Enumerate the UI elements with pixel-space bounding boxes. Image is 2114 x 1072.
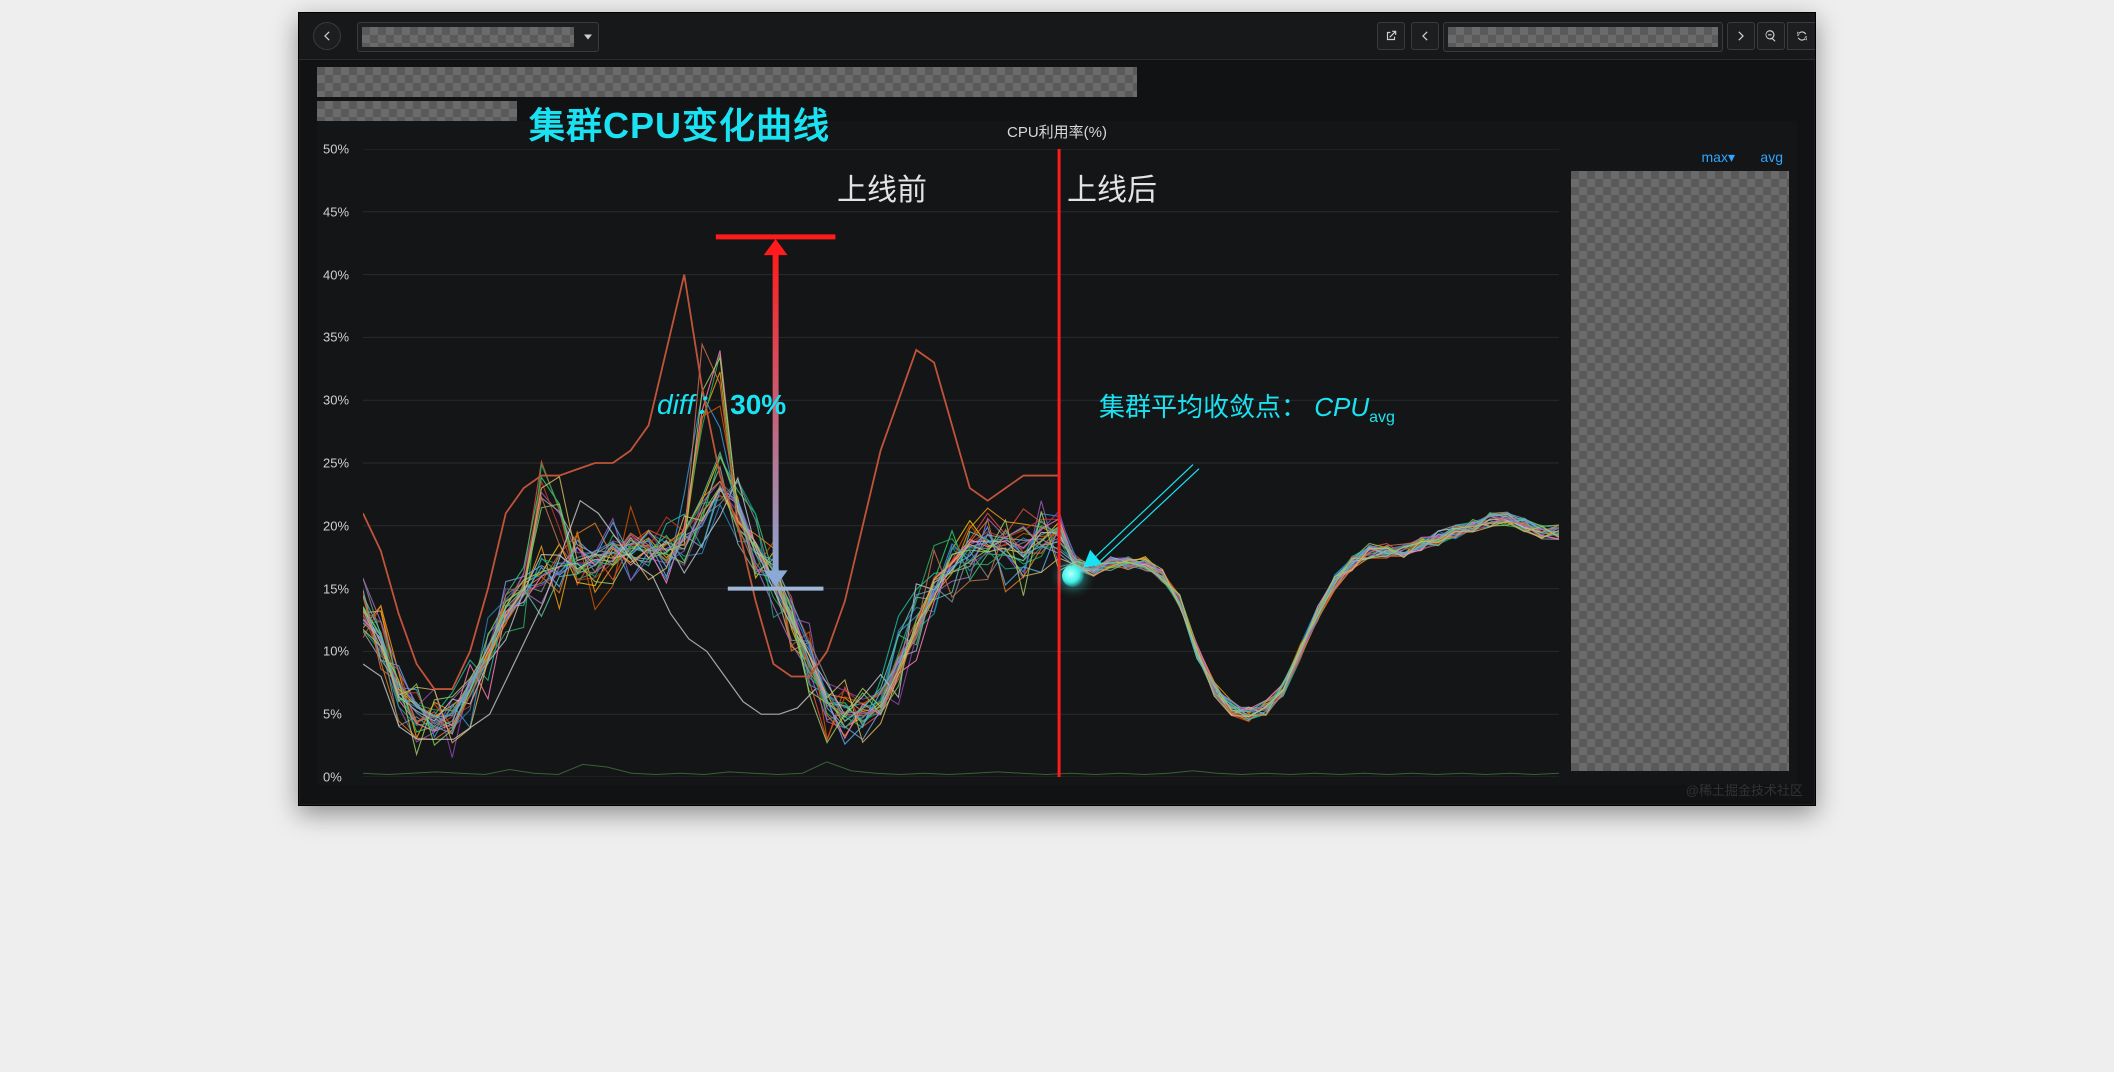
- redacted-legend-list: [1571, 171, 1789, 771]
- chevron-left-icon: [1418, 29, 1432, 43]
- dashboard-frame: CPU利用率(%) max▾ avg 集群CPU变化曲线 上线前 上线后 dif…: [298, 12, 1816, 806]
- plot-area[interactable]: [363, 149, 1559, 777]
- redacted-row-tabs: [317, 67, 1137, 97]
- refresh-button[interactable]: [1787, 22, 1815, 50]
- y-tick-label: 45%: [323, 204, 349, 219]
- dashboard-select[interactable]: [357, 22, 599, 52]
- chevron-down-icon: [584, 35, 592, 40]
- diff-value: 30%: [730, 389, 786, 420]
- label-after: 上线后: [1067, 165, 1157, 209]
- y-tick-label: 15%: [323, 581, 349, 596]
- share-icon: [1384, 29, 1398, 43]
- convergence-text: 集群平均收敛点：: [1099, 392, 1307, 422]
- convergence-dot: [1062, 565, 1084, 587]
- chevron-right-icon: [1734, 29, 1748, 43]
- y-tick-label: 35%: [323, 330, 349, 345]
- overlay-title: 集群CPU变化曲线: [529, 97, 830, 149]
- y-tick-label: 10%: [323, 644, 349, 659]
- top-toolbar: [299, 13, 1815, 60]
- zoom-out-button[interactable]: [1757, 22, 1785, 50]
- timerange-prev-button[interactable]: [1411, 22, 1439, 50]
- back-button[interactable]: [313, 22, 341, 50]
- arrow-left-icon: [320, 29, 334, 43]
- chart-panel: CPU利用率(%) max▾ avg 集群CPU变化曲线 上线前 上线后 dif…: [317, 121, 1797, 785]
- legend-col-max[interactable]: max▾: [1702, 149, 1735, 166]
- label-before: 上线前: [837, 165, 927, 209]
- watermark: @稀土掘金技术社区: [1686, 780, 1803, 799]
- y-tick-label: 30%: [323, 393, 349, 408]
- refresh-icon: [1795, 29, 1809, 43]
- timerange-next-button[interactable]: [1727, 22, 1755, 50]
- timerange-select[interactable]: [1443, 22, 1723, 52]
- y-tick-label: 50%: [323, 142, 349, 157]
- diff-annotation: diff： 30%: [657, 383, 786, 423]
- diff-label-text: diff：: [657, 389, 722, 420]
- y-tick-label: 40%: [323, 267, 349, 282]
- chart-title: CPU利用率(%): [1007, 121, 1107, 142]
- y-tick-label: 25%: [323, 456, 349, 471]
- y-tick-label: 20%: [323, 518, 349, 533]
- y-tick-label: 5%: [323, 707, 342, 722]
- zoom-out-icon: [1764, 29, 1778, 43]
- convergence-formula: CPU: [1314, 392, 1369, 422]
- y-tick-label: 0%: [323, 770, 342, 785]
- share-button[interactable]: [1377, 22, 1405, 50]
- convergence-annotation: 集群平均收敛点： CPUavg: [1099, 387, 1395, 427]
- legend-col-avg[interactable]: avg: [1760, 149, 1783, 165]
- convergence-formula-sub: avg: [1369, 409, 1395, 426]
